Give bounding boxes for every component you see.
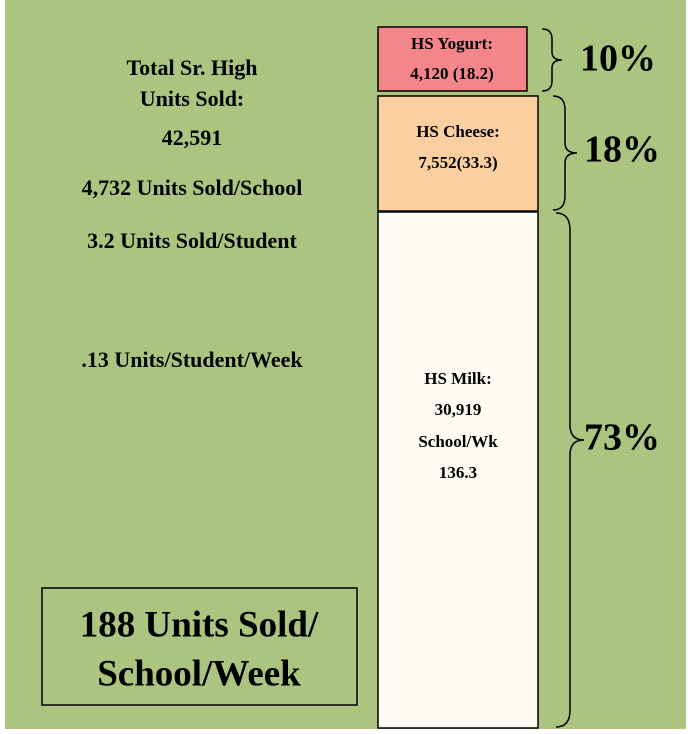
summary-line: 3.2 Units Sold/Student — [87, 228, 297, 253]
brace — [541, 28, 563, 92]
callout-line: School/Week — [97, 653, 301, 694]
segment-label: School/Wk — [418, 432, 498, 451]
summary-line: 42,591 — [162, 125, 223, 150]
callout-line: 188 Units Sold/ — [80, 604, 319, 645]
yogurt-box — [377, 26, 528, 92]
summary-line: Total Sr. High — [126, 55, 257, 80]
segment-label: 30,919 — [435, 400, 482, 419]
segment-label: 4,120 (18.2) — [410, 64, 494, 83]
segment-share: 73% — [584, 417, 660, 459]
segment-label: 136.3 — [439, 463, 477, 482]
segment-label: 7,552(33.3) — [418, 153, 497, 172]
segment-share: 10% — [580, 38, 656, 80]
brace — [552, 95, 578, 211]
segment-label: HS Yogurt: — [411, 34, 493, 53]
segment-label: HS Milk: — [424, 369, 492, 388]
milk-box — [377, 211, 539, 729]
segment-label: HS Cheese: — [416, 122, 500, 141]
brace — [555, 212, 585, 728]
segment-share: 18% — [584, 129, 660, 171]
summary-line: .13 Units/Student/Week — [81, 347, 303, 372]
background — [5, 0, 686, 729]
summary-line: Units Sold: — [140, 86, 245, 111]
callout-box — [41, 587, 358, 706]
cheese-box — [377, 95, 539, 212]
summary-line: 4,732 Units Sold/School — [82, 175, 303, 200]
